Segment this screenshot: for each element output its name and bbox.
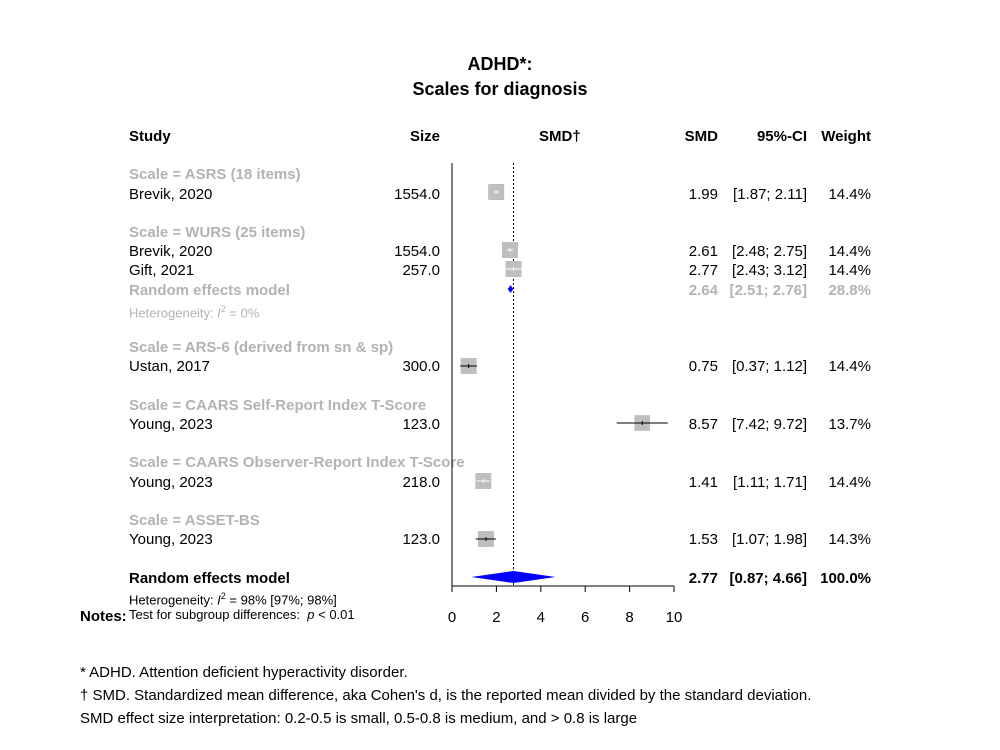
chart-title: ADHD*: bbox=[467, 54, 533, 74]
x-tick-label: 0 bbox=[448, 609, 456, 626]
study-ci: [1.07; 1.98] bbox=[731, 531, 807, 548]
study-weight: 14.4% bbox=[828, 262, 871, 279]
pooled-smd: 2.64 bbox=[688, 282, 718, 299]
group-label: Scale = CAARS Self-Report Index T-Score bbox=[129, 397, 427, 414]
study-weight: 14.3% bbox=[828, 531, 871, 548]
study-size: 218.0 bbox=[402, 474, 440, 491]
study-smd: 1.41 bbox=[688, 474, 718, 491]
study-name: Brevik, 2020 bbox=[129, 186, 213, 203]
chart-subtitle: Scales for diagnosis bbox=[412, 79, 588, 99]
study-ci: [0.37; 1.12] bbox=[731, 358, 807, 375]
study-ci: [7.42; 9.72] bbox=[731, 416, 807, 433]
subgroup-test: Test for subgroup differences: p < 0.01 bbox=[129, 607, 355, 622]
notes-label: Notes: bbox=[80, 608, 127, 625]
header-study: Study bbox=[129, 128, 171, 145]
pooled-ci: [2.51; 2.76] bbox=[729, 282, 807, 299]
header-plot: SMD† bbox=[539, 128, 581, 145]
study-smd: 1.99 bbox=[688, 186, 718, 203]
pooled-label: Random effects model bbox=[129, 282, 290, 299]
note-line: † SMD. Standardized mean difference, aka… bbox=[80, 687, 812, 704]
study-size: 123.0 bbox=[402, 416, 440, 433]
study-name: Young, 2023 bbox=[129, 416, 213, 433]
overall-heterogeneity: Heterogeneity: I2 = 98% [97%; 98%] bbox=[129, 591, 337, 608]
study-name: Ustan, 2017 bbox=[129, 358, 210, 375]
overall-smd: 2.77 bbox=[688, 570, 718, 587]
group-heterogeneity: Heterogeneity: I2 = 0% bbox=[129, 304, 260, 321]
study-smd: 8.57 bbox=[688, 416, 718, 433]
study-name: Young, 2023 bbox=[129, 474, 213, 491]
study-weight: 14.4% bbox=[828, 186, 871, 203]
study-ci: [1.87; 2.11] bbox=[733, 186, 807, 203]
study-ci: [2.48; 2.75] bbox=[731, 243, 807, 260]
group-label: Scale = CAARS Observer-Report Index T-Sc… bbox=[129, 454, 465, 471]
study-smd: 2.77 bbox=[688, 262, 718, 279]
study-weight: 13.7% bbox=[828, 416, 871, 433]
x-tick-label: 8 bbox=[625, 609, 633, 626]
group-label: Scale = ASRS (18 items) bbox=[129, 166, 301, 183]
study-ci: [2.43; 3.12] bbox=[731, 262, 807, 279]
study-name: Young, 2023 bbox=[129, 531, 213, 548]
study-size: 300.0 bbox=[402, 358, 440, 375]
x-tick-label: 2 bbox=[492, 609, 500, 626]
pooled-weight: 28.8% bbox=[828, 282, 871, 299]
study-size: 257.0 bbox=[402, 262, 440, 279]
overall-ci: [0.87; 4.66] bbox=[729, 570, 807, 587]
group-label: Scale = WURS (25 items) bbox=[129, 224, 306, 241]
study-ci: [1.11; 1.71] bbox=[733, 474, 807, 491]
header-weight: Weight bbox=[821, 128, 871, 145]
subgroup-diamond bbox=[507, 285, 514, 293]
study-smd: 0.75 bbox=[688, 358, 718, 375]
study-smd: 1.53 bbox=[688, 531, 718, 548]
group-label: Scale = ASSET-BS bbox=[129, 512, 260, 529]
note-line: * ADHD. Attention deficient hyperactivit… bbox=[80, 664, 408, 681]
study-size: 123.0 bbox=[402, 531, 440, 548]
header-smd: SMD bbox=[684, 128, 718, 145]
study-name: Gift, 2021 bbox=[129, 262, 195, 279]
note-line: SMD effect size interpretation: 0.2-0.5 … bbox=[80, 710, 638, 727]
overall-label: Random effects model bbox=[129, 570, 290, 587]
x-tick-label: 10 bbox=[666, 609, 683, 626]
study-weight: 14.4% bbox=[828, 243, 871, 260]
overall-weight: 100.0% bbox=[820, 570, 871, 587]
overall-diamond bbox=[471, 571, 556, 583]
header-size: Size bbox=[409, 128, 440, 145]
group-label: Scale = ARS-6 (derived from sn & sp) bbox=[129, 339, 394, 356]
study-size: 1554.0 bbox=[394, 186, 440, 203]
study-name: Brevik, 2020 bbox=[129, 243, 213, 260]
study-weight: 14.4% bbox=[828, 358, 871, 375]
study-smd: 2.61 bbox=[688, 243, 718, 260]
study-size: 1554.0 bbox=[394, 243, 440, 260]
study-weight: 14.4% bbox=[828, 474, 871, 491]
header-ci: 95%-CI bbox=[756, 128, 807, 145]
x-tick-label: 6 bbox=[581, 609, 589, 626]
x-tick-label: 4 bbox=[537, 609, 545, 626]
